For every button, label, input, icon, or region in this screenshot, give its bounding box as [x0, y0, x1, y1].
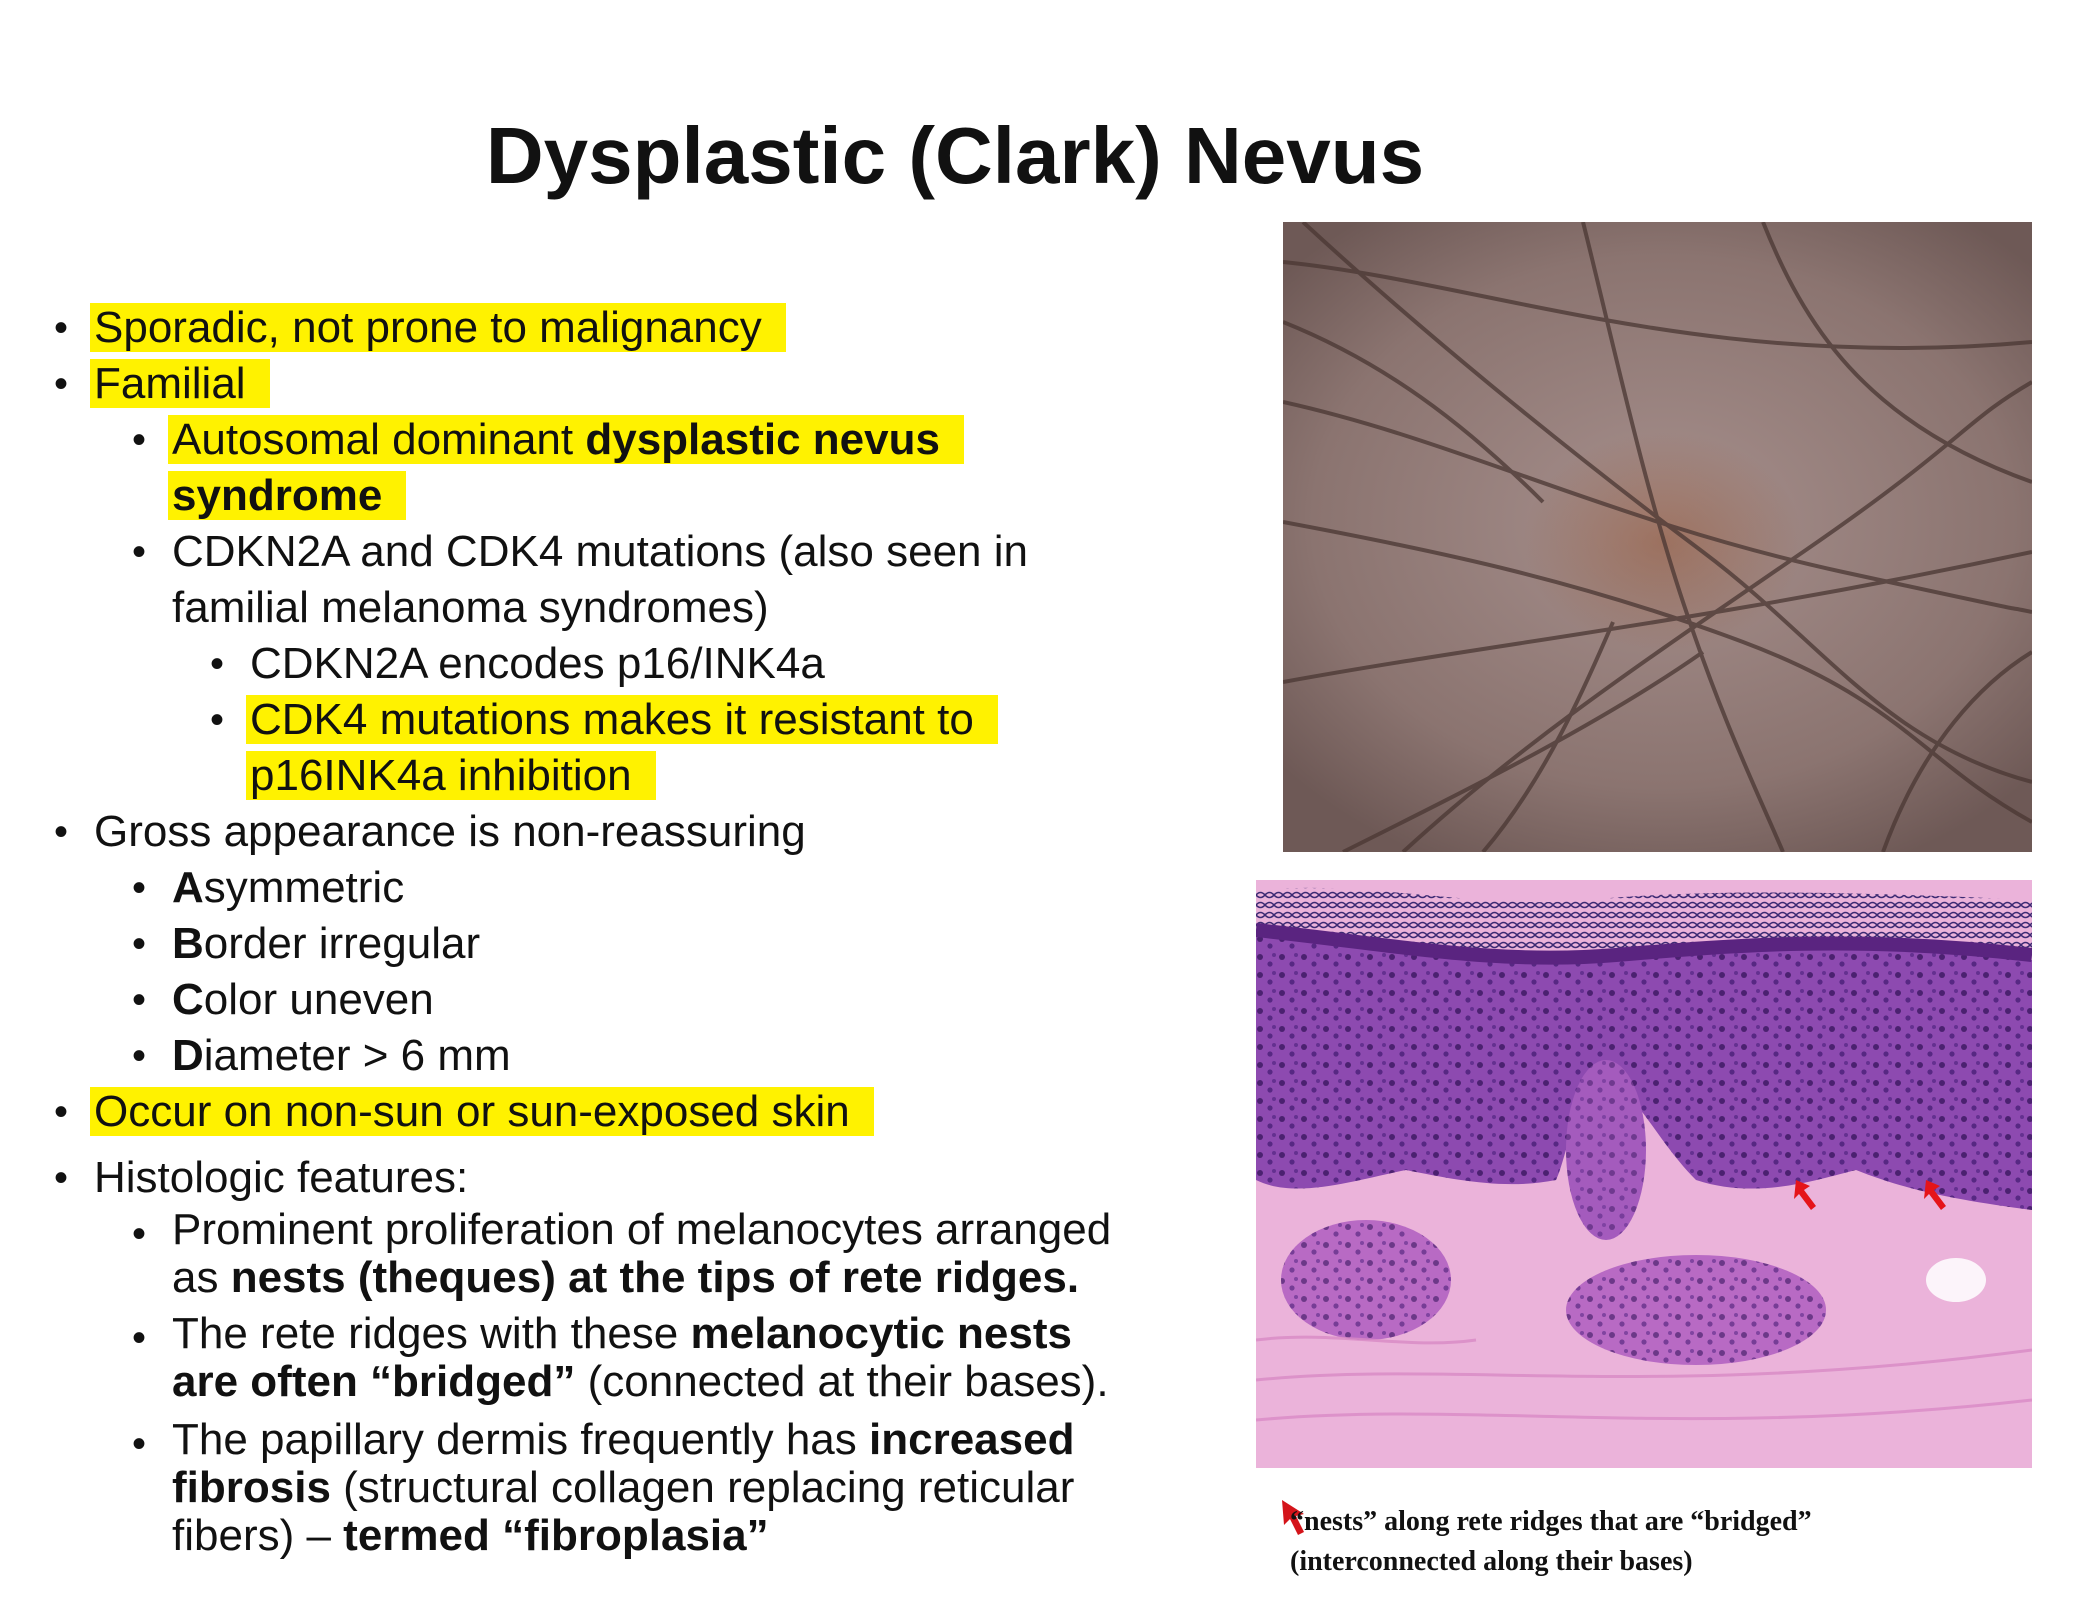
bullet-sporadic: Sporadic, not prone to malignancy [90, 300, 786, 356]
bullet-dot: • [132, 1212, 147, 1256]
bullet-dot: • [132, 866, 147, 910]
bullet-color: Color uneven [172, 975, 434, 1024]
bullet-gross: Gross appearance is non-reassuring [94, 807, 806, 856]
bullet-prominent-line1: Prominent proliferation of melanocytes a… [172, 1205, 1112, 1254]
bullet-cdkn-line1: CDKN2A and CDK4 mutations (also seen in [172, 527, 1028, 576]
red-arrows [1794, 1180, 1946, 1210]
figure-caption: “nests” along rete ridges that are “brid… [1290, 1502, 2030, 1582]
bullet-papillary-line3: fibers) – termed “fibroplasia” [172, 1511, 769, 1560]
caption-line2: (interconnected along their bases) [1290, 1546, 1693, 1577]
bullet-dot: • [54, 362, 69, 406]
bullet-cdkn-line2: familial melanoma syndromes) [172, 583, 769, 632]
bullet-dot: • [132, 1316, 147, 1360]
bullet-papillary-line2: fibrosis (structural collagen replacing … [172, 1463, 1075, 1512]
histology-image [1256, 880, 2032, 1468]
clinical-photo [1283, 222, 2032, 852]
highlight: CDK4 mutations makes it resistant to [246, 695, 998, 744]
slide-title: Dysplastic (Clark) Nevus [485, 111, 1425, 200]
bullet-autosomal-cont: syndrome [168, 468, 407, 524]
highlight: Familial [90, 359, 270, 408]
bullet-cdk4-line2: p16INK4a inhibition [246, 748, 656, 804]
bullet-rete-line1: The rete ridges with these melanocytic n… [172, 1309, 1072, 1358]
bullet-cdk4-line1: CDK4 mutations makes it resistant to [246, 692, 998, 748]
skin-hair-lines [1283, 222, 2032, 852]
bullet-dot: • [54, 1156, 69, 1200]
bullet-dot: • [54, 306, 69, 350]
histology-drawing [1256, 880, 2032, 1468]
bullet-familial: Familial [90, 356, 270, 412]
highlight: p16INK4a inhibition [246, 751, 656, 800]
bullet-asymmetric: Asymmetric [172, 863, 405, 912]
bullet-histologic: Histologic features: [94, 1153, 469, 1202]
arrow-icon [1280, 1498, 1310, 1543]
bullet-dot: • [54, 1090, 69, 1134]
bullet-dot: • [132, 1422, 147, 1466]
bullet-rete-line2: are often “bridged” (connected at their … [172, 1357, 1109, 1406]
bullet-prominent-line2: as nests (theques) at the tips of rete r… [172, 1253, 1080, 1302]
bullet-dot: • [132, 418, 147, 462]
highlight: Occur on non-sun or sun-exposed skin [90, 1087, 874, 1136]
bullet-dot: • [210, 698, 225, 742]
bullet-autosomal: Autosomal dominant dysplastic nevus [168, 412, 964, 468]
highlight: Sporadic, not prone to malignancy [90, 303, 786, 352]
caption-line1: “nests” along rete ridges that are “brid… [1290, 1506, 1812, 1537]
bullet-dot: • [210, 642, 225, 686]
bullet-dot: • [132, 978, 147, 1022]
bullet-dot: • [132, 530, 147, 574]
bullet-occur: Occur on non-sun or sun-exposed skin [90, 1084, 874, 1140]
bullet-dot: • [54, 810, 69, 854]
bullet-dot: • [132, 922, 147, 966]
highlight: syndrome [168, 471, 407, 520]
bullet-dot: • [132, 1034, 147, 1078]
bullet-papillary-line1: The papillary dermis frequently has incr… [172, 1415, 1075, 1464]
bullet-encodes: CDKN2A encodes p16/INK4a [250, 639, 825, 688]
highlight: Autosomal dominant dysplastic nevus [168, 415, 964, 464]
bullet-diameter: Diameter > 6 mm [172, 1031, 511, 1080]
bullet-border: Border irregular [172, 919, 481, 968]
